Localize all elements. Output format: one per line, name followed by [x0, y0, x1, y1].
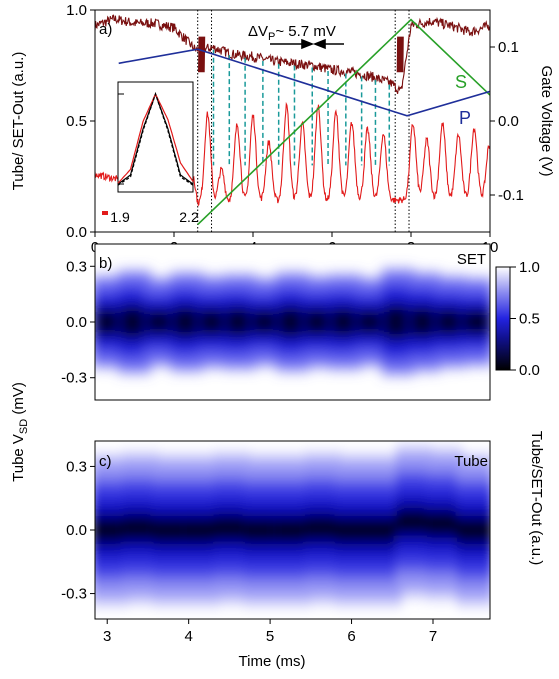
panel-a-right-ytick-label-0: -0.1: [498, 187, 524, 204]
set-heat-core-5: [225, 306, 254, 338]
panel-b-label: b): [99, 255, 112, 272]
panel-b-ytick-label-2: -0.3: [61, 370, 87, 387]
panel-a-left-ytick-label-0: 0.0: [66, 224, 87, 241]
tube-heat-band-5-3: [243, 515, 281, 545]
set-heat-core-3: [173, 305, 202, 339]
tube-heat-band-11-3: [426, 508, 463, 539]
set-heat-core-11: [383, 303, 412, 341]
panel-b-ytick-label-1: 0.0: [66, 314, 87, 331]
tube-heat-band-1-3: [122, 513, 159, 543]
set-heat-core-10: [357, 308, 386, 336]
inset-xtick-label-0: 1.9: [110, 209, 130, 225]
colorbar-gradient: [495, 266, 511, 371]
delta-vp-arrows: [270, 38, 344, 50]
panel-c-xtick-label-1: 4: [184, 628, 192, 645]
tube-heat-band-8-3: [335, 515, 372, 545]
tube-trace-line: [95, 14, 490, 94]
oscillation-burst-0: [198, 36, 206, 73]
panel-c-ytick-label-1: 0.0: [66, 522, 87, 539]
panel-a-left-ytick-label-2: 1.0: [66, 2, 87, 19]
tube-heat-band-6-3: [274, 515, 311, 545]
panel-c-corner-label: Tube: [454, 453, 488, 470]
series-p-label: P: [459, 108, 471, 128]
inset-fit-curve: [117, 92, 194, 186]
panel-a-right-ytick-label-1: 0.0: [498, 113, 519, 130]
tube-heat-band-12-3: [456, 515, 490, 545]
panel-c-xlabel: Time (ms): [239, 653, 306, 670]
tube-heat-band-7-3: [304, 513, 342, 543]
panel-c-xtick-label-3: 6: [347, 628, 355, 645]
colorbar: 1.0 0.5 0.0 Tube/SET-Out (a.u.): [495, 259, 545, 566]
set-heat-core-14: [462, 308, 490, 336]
tube-heat-band-10-3: [395, 506, 433, 537]
oscillation-burst-1: [396, 36, 404, 73]
set-heat-core-1: [120, 304, 149, 340]
series-s-label: S: [455, 72, 467, 92]
panel-a-right-ylabel: Gate Voltage (V): [538, 66, 555, 177]
panel-c-xtick-label-0: 3: [103, 628, 111, 645]
set-heat-core-12: [410, 305, 439, 339]
set-heat-core-9: [331, 306, 360, 338]
set-heat-core-2: [146, 308, 175, 336]
set-heat-core-6: [252, 308, 281, 336]
sweep-s-line: [197, 18, 490, 226]
set-heat-core-8: [304, 307, 333, 337]
tube-heat-band-9-3: [365, 515, 402, 545]
colorbar-tick-label-1: 0.5: [519, 311, 540, 328]
panel-c-ytick-label-0: 0.3: [66, 458, 87, 475]
panel-b-ytick-label-0: 0.3: [66, 258, 87, 275]
panel-a-left-ylabel: Tube/ SET-Out (a.u.): [10, 52, 27, 191]
panel-bc-ylabel: Tube VSD (mV): [10, 382, 30, 482]
panel-a: 1.92.2 02468100.00.51.0-0.10.00.1 a) ΔVP…: [10, 2, 555, 256]
panel-c-xtick-label-2: 5: [266, 628, 274, 645]
set-heat-core-4: [199, 307, 228, 337]
set-heat-core-7: [278, 305, 307, 339]
panel-b: 0.3 0.0 -0.3 b) SET: [61, 243, 491, 401]
set-heat-core-13: [436, 307, 465, 337]
sweep-p-line: [118, 48, 490, 117]
inset-xtick-label-1: 2.2: [179, 209, 199, 225]
panel-c-ytick-label-2: -0.3: [61, 586, 87, 603]
panel-a-left-ytick-label-1: 0.5: [66, 113, 87, 130]
panel-c: 0.3 0.0 -0.3 3 4 5 6 7 c) Tube Time (ms): [61, 440, 491, 670]
colorbar-label: Tube/SET-Out (a.u.): [528, 431, 545, 566]
delta-vp-annotation: ΔVP~ 5.7 mV: [248, 23, 336, 43]
panel-a-label: a): [99, 21, 112, 38]
tube-heat-band-2-3: [152, 515, 190, 545]
panel-b-corner-label: SET: [457, 251, 486, 268]
panel-c-xtick-label-4: 7: [429, 628, 437, 645]
panel-c-label: c): [99, 453, 112, 470]
panel-a-right-ytick-label-2: 0.1: [498, 39, 519, 56]
tube-heat-band-3-3: [183, 515, 220, 545]
inset-marker: [102, 211, 108, 215]
colorbar-tick-label-0: 1.0: [519, 259, 540, 276]
panel-a-inset: 1.9 2.2: [102, 81, 199, 225]
set-heat-core-0: [95, 307, 123, 337]
tube-heat-band-4-3: [213, 513, 250, 543]
colorbar-tick-label-2: 0.0: [519, 362, 540, 379]
